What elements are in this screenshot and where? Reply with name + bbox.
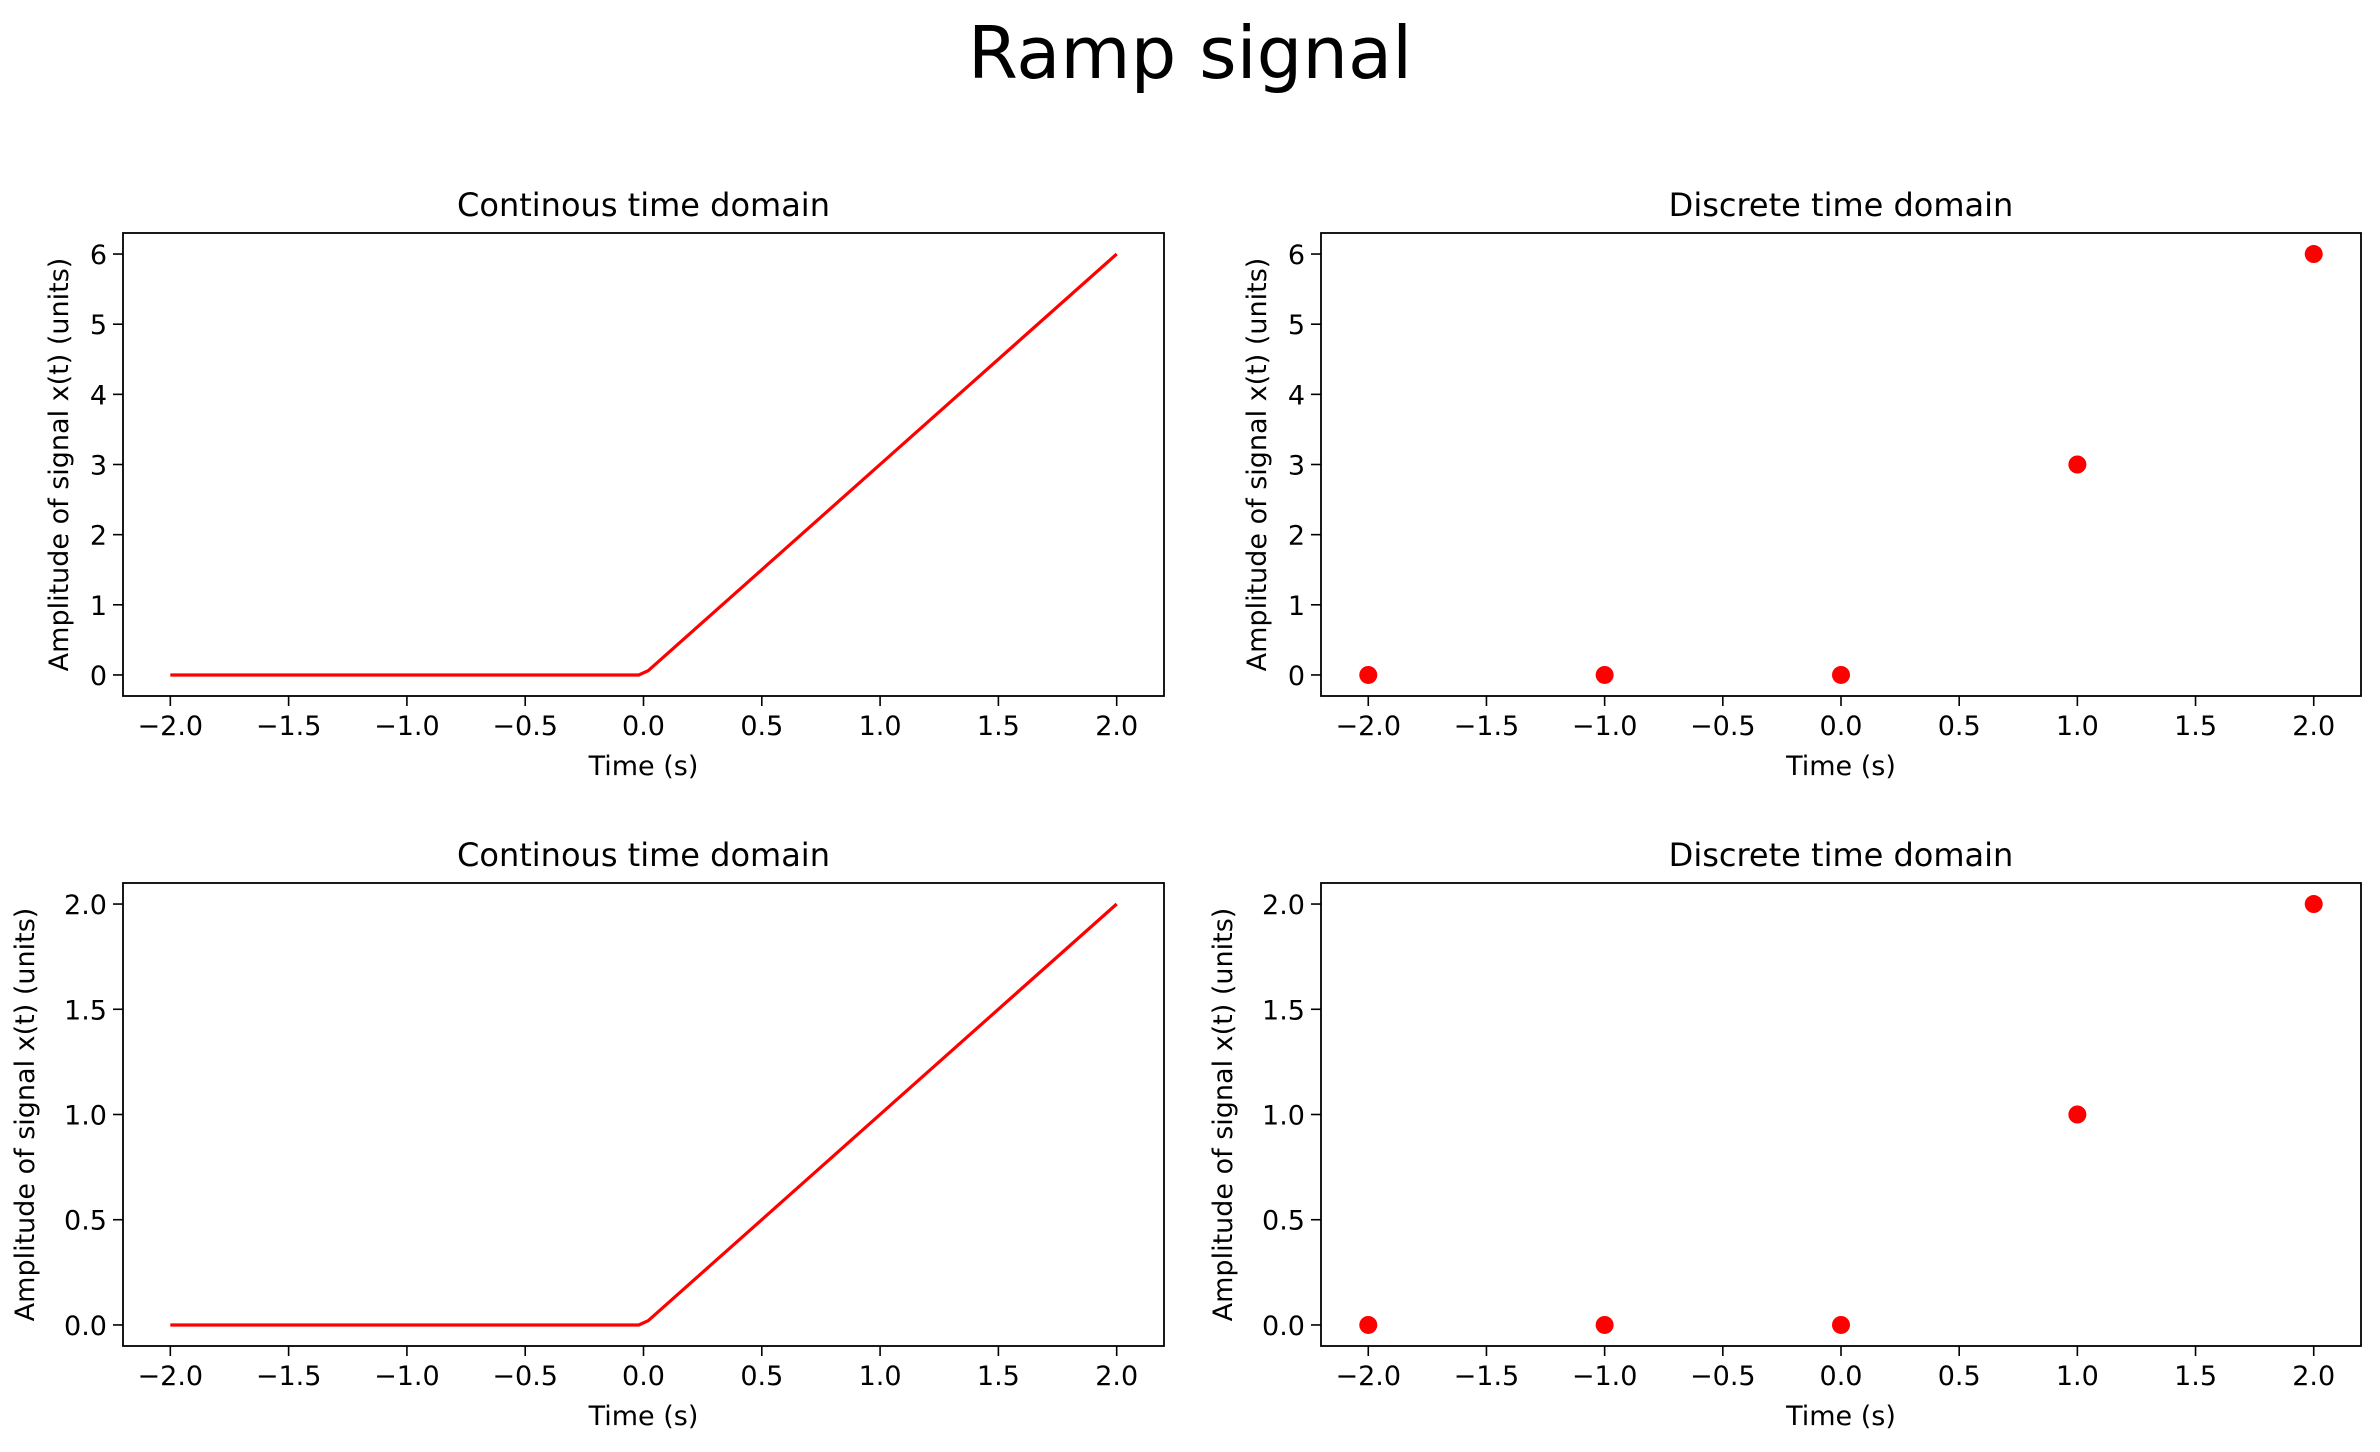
data-point bbox=[2304, 895, 2323, 914]
x-tick-label: 1.5 bbox=[2174, 1361, 2217, 1392]
data-point bbox=[1595, 1315, 1614, 1334]
x-tick-label: 0.5 bbox=[1938, 711, 1981, 742]
y-tick-label: 0.0 bbox=[64, 1311, 107, 1342]
x-axis-label: Time (s) bbox=[588, 1401, 699, 1432]
y-tick-label: 0.0 bbox=[1262, 1311, 1305, 1342]
x-tick-label: 0.0 bbox=[1820, 1361, 1863, 1392]
series-line bbox=[170, 252, 1118, 677]
x-tick-label: −1.0 bbox=[1572, 711, 1638, 742]
x-tick-label: 0.0 bbox=[622, 1361, 665, 1392]
x-tick-label: 1.5 bbox=[977, 711, 1020, 742]
x-tick-label: 0.5 bbox=[1938, 1361, 1981, 1392]
y-axis-label: Amplitude of signal x(t) (units) bbox=[1242, 258, 1273, 672]
y-axis-label: Amplitude of signal x(t) (units) bbox=[1208, 908, 1239, 1322]
axes-frame bbox=[122, 232, 1165, 697]
subplot-4: Discrete time domain −2.0 −1.5 −1.0 −0.5 0.0 0… bbox=[1208, 836, 2362, 1432]
y-tick-label: 2 bbox=[1288, 521, 1305, 552]
subplot-title: Discrete time domain bbox=[1669, 836, 2014, 874]
x-tick-label: −1.0 bbox=[374, 711, 440, 742]
x-tick-label: 1.0 bbox=[2056, 711, 2099, 742]
y-tick-label: 4 bbox=[90, 380, 107, 411]
x-tick-label: 1.0 bbox=[859, 711, 902, 742]
y-tick-label: 6 bbox=[1288, 240, 1305, 271]
axes-frame bbox=[1320, 232, 2362, 697]
y-tick-label: 1 bbox=[90, 591, 107, 622]
x-tick-label: −2.0 bbox=[1335, 1361, 1401, 1392]
x-tick-label: 0.0 bbox=[1820, 711, 1863, 742]
series-line bbox=[170, 902, 1118, 1327]
x-axis-label: Time (s) bbox=[1785, 1401, 1896, 1432]
subplot-title: Discrete time domain bbox=[1669, 186, 2014, 224]
data-point bbox=[2068, 1105, 2087, 1124]
y-tick-label: 1.0 bbox=[64, 1101, 107, 1132]
x-axis-label: Time (s) bbox=[588, 751, 699, 782]
x-tick-label: −1.0 bbox=[374, 1361, 440, 1392]
x-tick-label: −0.5 bbox=[492, 711, 558, 742]
y-tick-label: 1.0 bbox=[1262, 1101, 1305, 1132]
y-tick-label: 2.0 bbox=[64, 890, 107, 921]
subplot-3: Continous time domain −2.0 −1.5 −1.0 −0.5 0.0… bbox=[10, 836, 1165, 1432]
x-axis-label: Time (s) bbox=[1785, 751, 1896, 782]
y-tick-label: 2 bbox=[90, 521, 107, 552]
x-tick-label: −1.5 bbox=[1454, 711, 1520, 742]
y-tick-label: 1.5 bbox=[64, 995, 107, 1026]
y-tick-label: 5 bbox=[90, 310, 107, 341]
x-tick-label: −0.5 bbox=[1690, 1361, 1756, 1392]
x-tick-label: −1.5 bbox=[1454, 1361, 1520, 1392]
x-tick-label: 2.0 bbox=[2292, 1361, 2335, 1392]
y-tick-label: 3 bbox=[1288, 451, 1305, 482]
x-tick-label: 1.0 bbox=[859, 1361, 902, 1392]
x-tick-label: −0.5 bbox=[492, 1361, 558, 1392]
subplot-2: Discrete time domain −2.0 −1.5 −1.0 −0.5 0.0 0… bbox=[1242, 186, 2362, 782]
axes-frame bbox=[1320, 882, 2362, 1347]
x-tick-label: 2.0 bbox=[1095, 1361, 1138, 1392]
y-tick-label: 0.5 bbox=[64, 1206, 107, 1237]
x-tick-label: 2.0 bbox=[1095, 711, 1138, 742]
subplot-title: Continous time domain bbox=[457, 186, 830, 224]
x-tick-label: −1.5 bbox=[256, 711, 322, 742]
data-point bbox=[1359, 1315, 1378, 1334]
x-tick-label: 0.0 bbox=[622, 711, 665, 742]
x-tick-label: 0.5 bbox=[740, 711, 783, 742]
x-tick-label: 1.5 bbox=[2174, 711, 2217, 742]
subplot-title: Continous time domain bbox=[457, 836, 830, 874]
figure-title: Ramp signal bbox=[967, 11, 1413, 95]
data-point bbox=[2068, 455, 2087, 474]
y-tick-label: 4 bbox=[1288, 380, 1305, 411]
y-axis-label: Amplitude of signal x(t) (units) bbox=[44, 258, 75, 672]
x-tick-label: −2.0 bbox=[138, 1361, 204, 1392]
y-tick-label: 0 bbox=[1288, 661, 1305, 692]
x-tick-label: −0.5 bbox=[1690, 711, 1756, 742]
axes-frame bbox=[122, 882, 1165, 1347]
x-tick-label: 1.5 bbox=[977, 1361, 1020, 1392]
y-tick-label: 6 bbox=[90, 240, 107, 271]
y-tick-label: 5 bbox=[1288, 310, 1305, 341]
y-axis-label: Amplitude of signal x(t) (units) bbox=[10, 908, 41, 1322]
x-tick-label: −2.0 bbox=[138, 711, 204, 742]
x-tick-label: −1.5 bbox=[256, 1361, 322, 1392]
y-tick-label: 0 bbox=[90, 661, 107, 692]
x-tick-label: 2.0 bbox=[2292, 711, 2335, 742]
y-tick-label: 0.5 bbox=[1262, 1206, 1305, 1237]
x-tick-label: −2.0 bbox=[1335, 711, 1401, 742]
data-point bbox=[1595, 665, 1614, 684]
subplot-1: Continous time domain −2.0 −1.5 −1.0 −0.5 0.0… bbox=[44, 186, 1165, 782]
data-point bbox=[1359, 665, 1378, 684]
y-tick-label: 2.0 bbox=[1262, 890, 1305, 921]
x-tick-label: 1.0 bbox=[2056, 1361, 2099, 1392]
x-tick-label: −1.0 bbox=[1572, 1361, 1638, 1392]
data-point bbox=[1832, 665, 1850, 684]
y-tick-label: 3 bbox=[90, 451, 107, 482]
y-tick-label: 1.5 bbox=[1262, 995, 1305, 1026]
data-point bbox=[1832, 1315, 1850, 1334]
data-point bbox=[2304, 245, 2323, 264]
x-tick-label: 0.5 bbox=[740, 1361, 783, 1392]
y-tick-label: 1 bbox=[1288, 591, 1305, 622]
